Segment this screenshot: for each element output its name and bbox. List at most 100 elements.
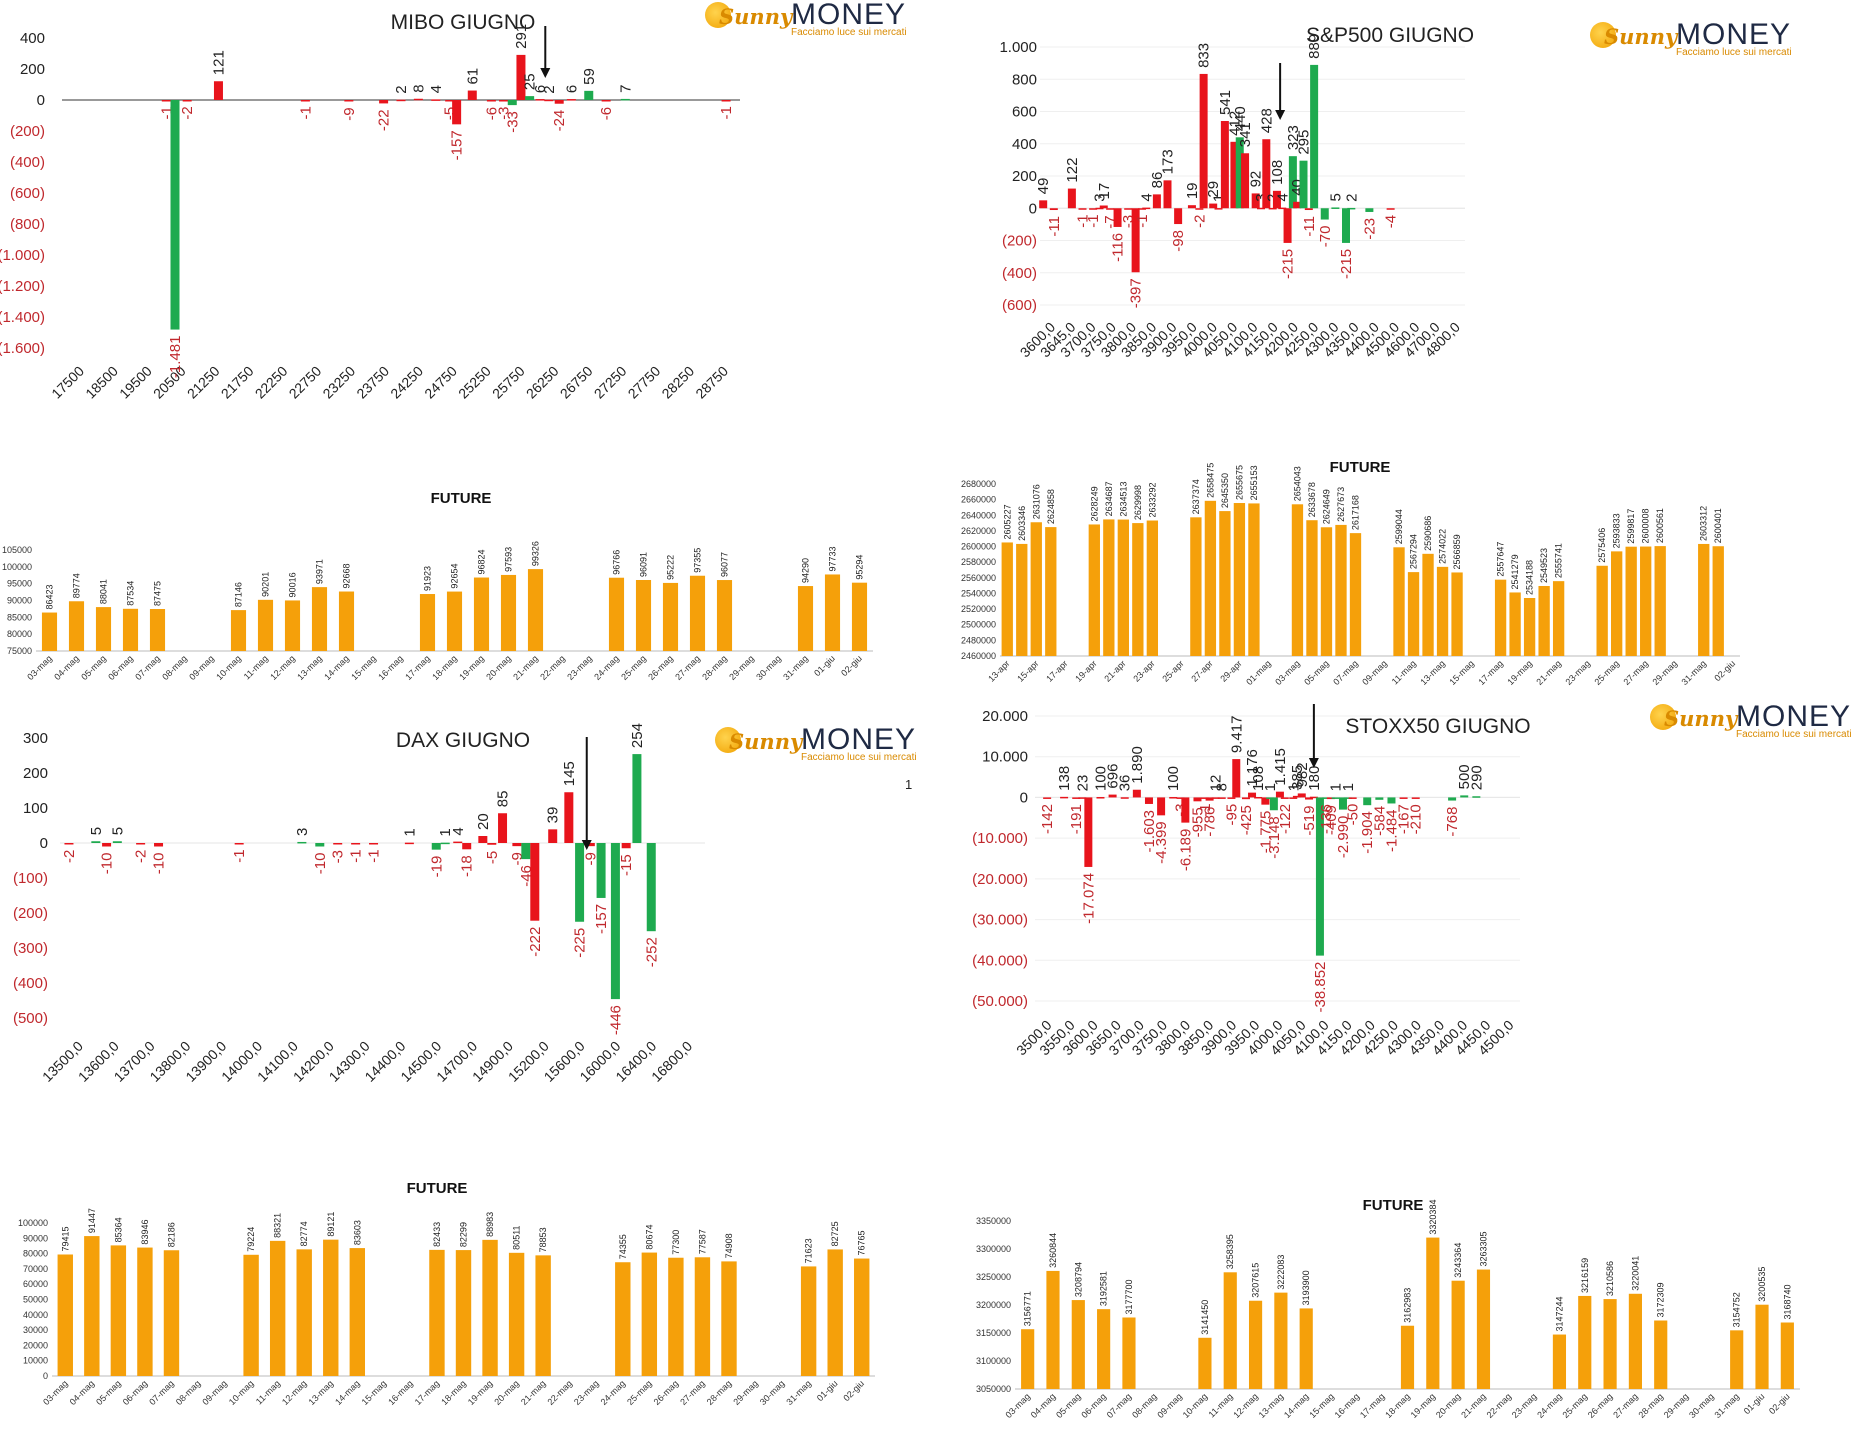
mibo-future-value-label: 97593 [504, 547, 514, 572]
sp500-data-label: -1 [1075, 214, 1092, 227]
stoxx-future-value-label: 3193900 [1301, 1270, 1311, 1305]
stoxx-data-label: 8 [1214, 783, 1231, 791]
dax-future-y-tick-label: 80000 [23, 1249, 48, 1259]
mibo-future-bar [797, 586, 814, 651]
sp500-future-value-label: 2541279 [1510, 554, 1520, 589]
mibo-future-x-tick-label: 03-mag [25, 653, 54, 682]
dax-future-y-tick-label: 90000 [23, 1233, 48, 1243]
stoxx-future-x-tick-label: 07-mag [1105, 1391, 1134, 1420]
sp500-data-label: -116 [1110, 233, 1127, 262]
stoxx-data-label: 12 [1208, 775, 1225, 792]
stoxx-data-label: 9.417 [1228, 716, 1245, 754]
sp500-future-value-label: 2599044 [1394, 509, 1404, 544]
stoxx-bar [1305, 797, 1314, 800]
sp500-data-label: 3 [1253, 193, 1270, 201]
sp500-future-x-tick-label: 03-mag [1273, 658, 1302, 687]
sp500-future-bar [1654, 546, 1666, 656]
sp500-future-bar [1016, 543, 1028, 656]
stoxx-data-label: -3.148 [1266, 816, 1283, 859]
stoxx-future-bar [1122, 1317, 1136, 1389]
mibo-future-x-tick-label: 14-mag [322, 653, 351, 682]
stoxx-future-bar [1248, 1300, 1263, 1389]
sp500-future-x-tick-label: 15-apr [1015, 658, 1040, 683]
mibo-x-tick-label: 24750 [421, 363, 460, 402]
sp500-future-x-tick-label: 02-giu [1712, 658, 1737, 683]
mibo-y-tick-label: 200 [20, 61, 45, 78]
stoxx-data-label: 100 [1092, 766, 1109, 791]
mibo-future-value-label: 93971 [315, 559, 325, 584]
dax-bar [596, 843, 606, 898]
dax-future-value-label: 80674 [644, 1225, 654, 1250]
dax-data-label: 145 [561, 761, 578, 786]
stoxx50-options-chart: STOXX50 GIUGNO 20.000 10.000 0 (10.000) (20.… [940, 700, 1858, 1170]
dax-data-label: 3 [294, 828, 311, 836]
sp500-future-value-label: 2655675 [1234, 465, 1244, 500]
stoxx-future-x-tick-label: 19-mag [1409, 1391, 1438, 1420]
stoxx-future-x-tick-label: 08-mag [1130, 1391, 1159, 1420]
dax-bar [102, 843, 112, 847]
stoxx-future-x-tick-label: 28-mag [1636, 1391, 1665, 1420]
mibo-y-tick-label: 0 [37, 92, 45, 109]
mibo-future-x-tick-label: 01-giu [812, 653, 837, 678]
sp500-future-bar [1451, 572, 1463, 656]
dax-data-label: 5 [88, 827, 105, 835]
sp500-future-bar [1509, 592, 1521, 656]
stoxx-future-x-tick-label: 10-mag [1181, 1391, 1210, 1420]
mibo-y-tick-label: (600) [10, 185, 45, 202]
sp500-future-x-tick-label: 17-apr [1044, 658, 1069, 683]
stoxx-data-label: -786 [1202, 807, 1219, 837]
sp500-bar [1299, 160, 1308, 209]
mibo-x-tick-label: 21250 [184, 363, 223, 402]
mibo-future-bar [284, 600, 301, 651]
mibo-x-tick-label: 26750 [557, 363, 596, 402]
mibo-future-x-tick-label: 26-mag [646, 653, 675, 682]
sp500-bar [1262, 139, 1271, 209]
stoxx-y-tick-label: (30.000) [972, 912, 1028, 929]
dax-future-x-tick-label: 03-mag [41, 1378, 70, 1407]
dax-data-label: -18 [459, 855, 476, 877]
dax-future-y-tick-label: 50000 [23, 1295, 48, 1305]
dax-bar [351, 843, 361, 845]
dax-y-tick-label: (200) [13, 905, 48, 922]
stoxx-bar [1193, 797, 1202, 802]
dax-future-x-tick-label: 16-mag [386, 1378, 415, 1407]
dax-bar [431, 843, 441, 850]
stoxx-bar [1326, 797, 1335, 800]
mibo-x-tick-label: 22250 [252, 363, 291, 402]
sp500-future-bar [1233, 503, 1246, 656]
dax-future-bar [641, 1252, 658, 1376]
stoxx-data-label: -1.904 [1359, 811, 1376, 854]
dax-y-tick-label: 0 [40, 835, 48, 852]
sp500-future-x-tick-label: 05-mag [1302, 658, 1331, 687]
mibo-future-x-tick-label: 23-mag [565, 653, 594, 682]
sp500-future-value-label: 2634513 [1118, 482, 1128, 517]
stoxx-future-bar [1097, 1309, 1111, 1389]
mibo-data-label: -6 [598, 107, 615, 120]
mibo-x-tick-label: 26250 [523, 363, 562, 402]
dax-bar [548, 829, 558, 843]
mibo-future-x-tick-label: 07-mag [133, 653, 162, 682]
mibo-bar [721, 100, 731, 102]
dax-future-value-label: 79415 [60, 1226, 70, 1251]
dax-y-tick-label: (400) [13, 975, 48, 992]
sp500-bar [1293, 201, 1302, 209]
stoxx-data-label: -4.399 [1153, 821, 1170, 864]
mibo-y-tick-label: 400 [20, 30, 45, 47]
sp500-data-label: -2 [1191, 215, 1208, 228]
stoxx-data-label: -122 [1277, 804, 1294, 834]
sp500-future-svg: FUTURE 2460000 2480000 2500000 2520000 25400… [961, 459, 1740, 687]
sp500-future-x-tick-label: 27-mag [1621, 658, 1650, 687]
sp500-future-x-tick-label: 31-mag [1679, 658, 1708, 687]
sp500-future-x-tick-label: 23-mag [1563, 658, 1592, 687]
sp500-future-bar [1103, 519, 1115, 656]
sp500-bar [1089, 208, 1098, 210]
stoxx-future-bar [1552, 1334, 1567, 1389]
mibo-y-tick-label: (1.000) [0, 247, 45, 264]
dax-y-tick-label: 300 [23, 730, 48, 747]
sp500-bar [1386, 208, 1395, 210]
sp500-bar [1220, 121, 1229, 209]
stoxx-future-value-label: 3162983 [1403, 1288, 1413, 1323]
mibo-bar [620, 98, 630, 101]
sp500-data-label: 412 [1226, 111, 1243, 136]
dax-future-value-label: 74355 [618, 1234, 628, 1259]
